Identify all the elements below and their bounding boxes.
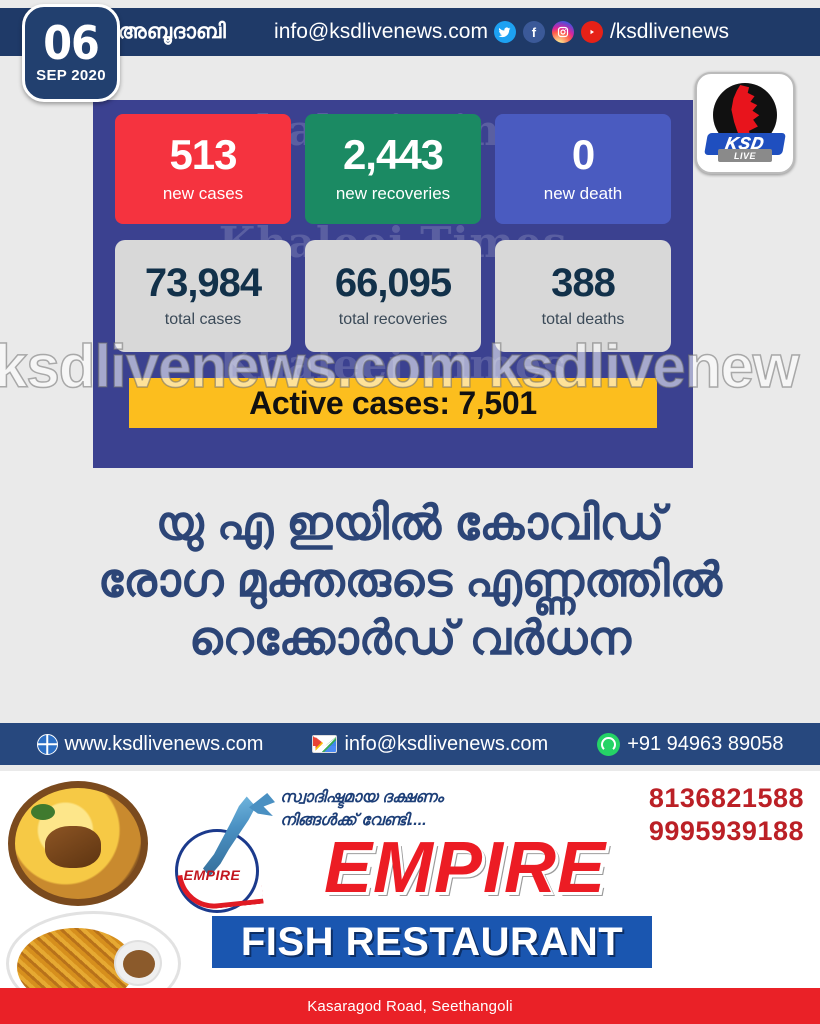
facebook-icon[interactable]: f xyxy=(522,21,545,43)
page-title: യു എ ഇയിൽ കോവിഡ് രോഗ മുക്തരുടെ എണ്ണത്തിൽ… xyxy=(40,494,780,666)
advert-phones: 8136821588 9995939188 xyxy=(649,782,804,848)
stat-label: total recoveries xyxy=(338,311,448,328)
stat-value: 66,095 xyxy=(334,261,452,305)
mail-icon xyxy=(312,735,338,753)
tagline-line-1: സ്വാദിഷ്ടമായ ദക്ഷണം xyxy=(280,789,444,806)
stat-new-death: 0 new death xyxy=(495,114,671,224)
instagram-icon[interactable] xyxy=(551,21,574,43)
stats-panel: Khaleej Times Khaleej Times Khaleej Time… xyxy=(93,100,693,468)
logo-live-badge: LIVE xyxy=(718,149,772,162)
ksd-live-logo: KSD LIVE xyxy=(695,72,795,174)
stat-label: total cases xyxy=(164,311,242,328)
empire-emblem-logo: EMPIRE xyxy=(165,793,285,918)
stat-value: 2,443 xyxy=(342,131,444,178)
advert-brand: EMPIRE xyxy=(323,828,607,908)
stat-value: 73,984 xyxy=(144,261,262,305)
date-month-year: SEP 2020 xyxy=(36,67,106,85)
contact-phone[interactable]: +91 94963 89058 xyxy=(597,732,784,756)
stat-label: new death xyxy=(543,184,623,203)
stat-value: 388 xyxy=(551,261,616,305)
header-content: അബൂദാബി info@ksdlivenews.com f /ksdliven… xyxy=(110,8,820,56)
website-text: www.ksdlivenews.com xyxy=(64,732,264,755)
total-stats-row: 73,984 total cases 66,095 total recoveri… xyxy=(115,240,671,352)
advert-tagline: സ്വാദിഷ്ടമായ ദക്ഷണം നിങ്ങൾക്ക് വേണ്ടി...… xyxy=(280,786,580,832)
date-badge: 06 SEP 2020 xyxy=(22,4,120,102)
stat-total-recoveries: 66,095 total recoveries xyxy=(305,240,481,352)
stat-total-deaths: 388 total deaths xyxy=(495,240,671,352)
headline-line-3: റെക്കോർഡ് വർധന xyxy=(189,610,631,664)
stat-value: 513 xyxy=(169,131,237,178)
stat-label: total deaths xyxy=(541,311,625,328)
biryani-photo xyxy=(8,781,148,906)
advert-address: Kasaragod Road, Seethangoli xyxy=(307,997,513,1015)
contact-website[interactable]: www.ksdlivenews.com xyxy=(36,732,264,756)
new-stats-row: 513 new cases 2,443 new recoveries 0 new… xyxy=(115,114,671,224)
stat-new-cases: 513 new cases xyxy=(115,114,291,224)
tagline-line-2: നിങ്ങൾക്ക് വേണ്ടി.... xyxy=(280,812,427,830)
contact-bar: www.ksdlivenews.com info@ksdlivenews.com… xyxy=(0,723,820,765)
advertisement: EMPIRE xyxy=(0,771,820,1024)
logo-sub: LIVE xyxy=(733,150,756,161)
stat-total-cases: 73,984 total cases xyxy=(115,240,291,352)
header-location: അബൂദാബി xyxy=(118,20,227,43)
headline-line-2: രോഗ മുക്തരുടെ എണ്ണത്തിൽ xyxy=(98,553,722,607)
contact-email[interactable]: info@ksdlivenews.com xyxy=(312,733,548,756)
fish-tail-icon xyxy=(249,793,275,817)
stat-label: new cases xyxy=(162,184,244,203)
emblem-text: EMPIRE xyxy=(183,867,241,883)
date-day: 06 xyxy=(43,15,100,70)
twitter-icon[interactable] xyxy=(493,21,516,43)
header-email[interactable]: info@ksdlivenews.com xyxy=(274,20,488,43)
emblem-ring xyxy=(175,829,259,913)
header-handle[interactable]: /ksdlivenews xyxy=(609,20,730,43)
whatsapp-icon xyxy=(597,732,621,756)
headline-line-1: യു എ ഇയിൽ കോവിഡ് xyxy=(155,496,665,549)
social-icons: f xyxy=(493,21,603,43)
advert-brand-sub: FISH RESTAURANT xyxy=(240,919,624,964)
stat-value: 0 xyxy=(571,131,595,178)
advert-brand-sub-bar: FISH RESTAURANT xyxy=(212,916,652,968)
stat-new-recoveries: 2,443 new recoveries xyxy=(305,114,481,224)
advert-phone-2[interactable]: 9995939188 xyxy=(648,815,804,846)
header-bar: അബൂദാബി info@ksdlivenews.com f /ksdliven… xyxy=(0,8,820,56)
phone-text: +91 94963 89058 xyxy=(627,732,784,755)
advert-address-bar: Kasaragod Road, Seethangoli xyxy=(0,988,820,1024)
stat-label: new recoveries xyxy=(335,184,451,203)
globe-icon xyxy=(36,733,58,755)
youtube-icon[interactable] xyxy=(580,21,603,43)
active-cases-bar: Active cases: 7,501 xyxy=(129,378,657,428)
advert-phone-1[interactable]: 8136821588 xyxy=(648,783,804,813)
active-cases-text: Active cases: 7,501 xyxy=(249,384,537,421)
logo-graphic: KSD LIVE xyxy=(704,81,786,165)
email-text: info@ksdlivenews.com xyxy=(344,732,549,755)
